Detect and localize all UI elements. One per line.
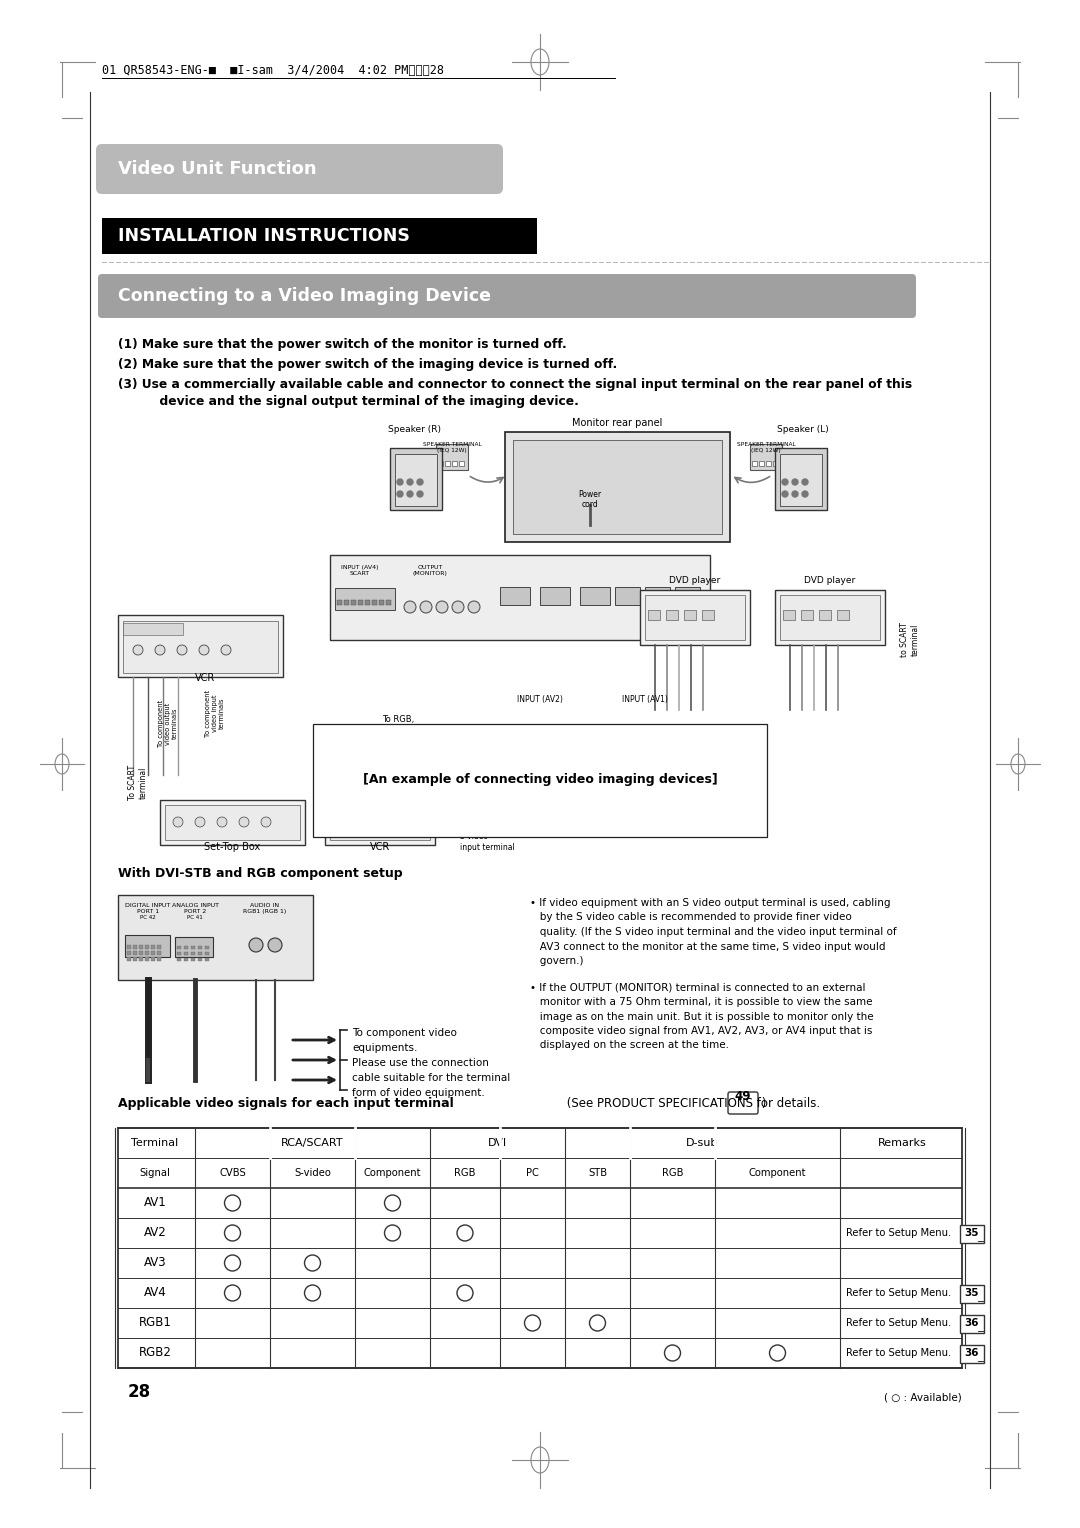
Bar bbox=[390, 448, 442, 510]
Circle shape bbox=[407, 478, 413, 484]
Bar bbox=[205, 958, 210, 961]
Circle shape bbox=[352, 817, 362, 827]
Text: PC 42: PC 42 bbox=[140, 915, 156, 920]
Bar bbox=[335, 588, 395, 610]
Text: AV3 connect to the monitor at the same time, S video input would: AV3 connect to the monitor at the same t… bbox=[530, 941, 886, 952]
Text: • If video equipment with an S video output terminal is used, cabling: • If video equipment with an S video out… bbox=[530, 898, 891, 908]
Text: • If the OUTPUT (MONITOR) terminal is connected to an external: • If the OUTPUT (MONITOR) terminal is co… bbox=[530, 983, 865, 993]
Text: DVI: DVI bbox=[488, 1138, 508, 1148]
Circle shape bbox=[392, 817, 402, 827]
Bar bbox=[157, 957, 161, 961]
Text: 01 QR58543-ENG-■  ■I-sam  3/4/2004  4:02 PMページ28: 01 QR58543-ENG-■ ■I-sam 3/4/2004 4:02 PM… bbox=[102, 64, 444, 76]
Circle shape bbox=[457, 1225, 473, 1241]
Text: DVD player: DVD player bbox=[805, 576, 855, 585]
Bar bbox=[151, 950, 156, 955]
Bar bbox=[615, 587, 640, 605]
Text: displayed on the screen at the time.: displayed on the screen at the time. bbox=[530, 1041, 729, 1051]
Circle shape bbox=[590, 1316, 606, 1331]
Text: Please use the connection: Please use the connection bbox=[352, 1057, 489, 1068]
Bar bbox=[175, 937, 213, 957]
Text: AV1: AV1 bbox=[144, 1196, 166, 1210]
Bar bbox=[198, 952, 202, 955]
Bar bbox=[500, 587, 530, 605]
Bar bbox=[780, 594, 880, 640]
Circle shape bbox=[173, 817, 183, 827]
Text: D-sub: D-sub bbox=[686, 1138, 718, 1148]
Circle shape bbox=[156, 645, 165, 656]
Bar bbox=[139, 950, 143, 955]
Text: PC: PC bbox=[526, 1167, 539, 1178]
Circle shape bbox=[249, 938, 264, 952]
Circle shape bbox=[177, 645, 187, 656]
Text: Use if the
video
equipment
has an
S video
input terminal: Use if the video equipment has an S vide… bbox=[460, 788, 515, 853]
Circle shape bbox=[372, 817, 382, 827]
Circle shape bbox=[332, 817, 342, 827]
Text: S-video: S-video bbox=[294, 1167, 330, 1178]
Bar bbox=[151, 944, 156, 949]
Circle shape bbox=[305, 1285, 321, 1300]
Bar bbox=[145, 957, 149, 961]
Bar bbox=[386, 601, 391, 605]
Text: To component
video output
terminals: To component video output terminals bbox=[158, 700, 178, 747]
Bar bbox=[165, 805, 300, 840]
Text: DIGITAL INPUT
PORT 1: DIGITAL INPUT PORT 1 bbox=[125, 903, 171, 914]
Bar bbox=[775, 448, 827, 510]
Circle shape bbox=[782, 490, 788, 497]
Circle shape bbox=[407, 490, 413, 497]
Bar bbox=[191, 946, 195, 949]
Text: (3) Use a commercially available cable and connector to connect the signal input: (3) Use a commercially available cable a… bbox=[118, 377, 913, 391]
Bar bbox=[702, 610, 714, 620]
Bar bbox=[505, 432, 730, 542]
Text: SPEAKER TERMINAL
(IEQ 12W): SPEAKER TERMINAL (IEQ 12W) bbox=[737, 442, 795, 452]
Text: VCR: VCR bbox=[194, 672, 215, 683]
Bar bbox=[960, 1316, 984, 1332]
Bar bbox=[157, 950, 161, 955]
Text: Terminal: Terminal bbox=[132, 1138, 178, 1148]
Text: (1) Make sure that the power switch of the monitor is turned off.: (1) Make sure that the power switch of t… bbox=[118, 338, 567, 351]
Bar bbox=[395, 454, 437, 506]
Text: form of video equipment.: form of video equipment. bbox=[352, 1088, 485, 1099]
Text: AV2: AV2 bbox=[144, 1227, 166, 1239]
Text: ANALOG INPUT
PORT 2: ANALOG INPUT PORT 2 bbox=[172, 903, 218, 914]
Circle shape bbox=[225, 1195, 241, 1212]
Bar bbox=[783, 610, 795, 620]
Circle shape bbox=[225, 1225, 241, 1241]
Bar bbox=[453, 461, 457, 466]
Text: Speaker (L): Speaker (L) bbox=[778, 425, 828, 434]
Circle shape bbox=[417, 478, 423, 484]
Text: (See PRODUCT SPECIFICATIONS for details.: (See PRODUCT SPECIFICATIONS for details. bbox=[563, 1097, 827, 1109]
Circle shape bbox=[802, 478, 808, 484]
Bar bbox=[118, 1128, 962, 1368]
Text: Refer to Setup Menu.: Refer to Setup Menu. bbox=[846, 1319, 951, 1328]
Text: Remarks: Remarks bbox=[878, 1138, 927, 1148]
Text: INSTALLATION INSTRUCTIONS: INSTALLATION INSTRUCTIONS bbox=[118, 228, 410, 244]
Circle shape bbox=[268, 938, 282, 952]
Text: Refer to Setup Menu.: Refer to Setup Menu. bbox=[846, 1348, 951, 1358]
Text: Refer to Setup Menu.: Refer to Setup Menu. bbox=[846, 1229, 951, 1238]
Circle shape bbox=[384, 1225, 401, 1241]
Bar bbox=[133, 957, 137, 961]
Text: DVD player: DVD player bbox=[670, 576, 720, 585]
Bar bbox=[198, 946, 202, 949]
Bar bbox=[837, 610, 849, 620]
Text: To RGB,
video and audio
input terminals: To RGB, video and audio input terminals bbox=[364, 715, 432, 746]
Bar bbox=[139, 957, 143, 961]
Bar bbox=[675, 587, 700, 605]
Bar bbox=[177, 958, 181, 961]
Bar bbox=[145, 950, 149, 955]
Bar bbox=[580, 587, 610, 605]
Text: Component: Component bbox=[364, 1167, 421, 1178]
Circle shape bbox=[792, 490, 798, 497]
Text: RGB1: RGB1 bbox=[138, 1317, 172, 1329]
Text: RGB: RGB bbox=[455, 1167, 476, 1178]
Circle shape bbox=[305, 1254, 321, 1271]
Text: INPUT (AV4)
SCART: INPUT (AV4) SCART bbox=[341, 565, 379, 576]
Bar bbox=[127, 950, 131, 955]
Circle shape bbox=[239, 817, 249, 827]
Bar bbox=[801, 610, 813, 620]
Text: equipments.: equipments. bbox=[352, 1044, 417, 1053]
Circle shape bbox=[457, 1285, 473, 1300]
Bar bbox=[157, 944, 161, 949]
Text: composite video signal from AV1, AV2, AV3, or AV4 input that is: composite video signal from AV1, AV2, AV… bbox=[530, 1025, 873, 1036]
Bar bbox=[819, 610, 831, 620]
